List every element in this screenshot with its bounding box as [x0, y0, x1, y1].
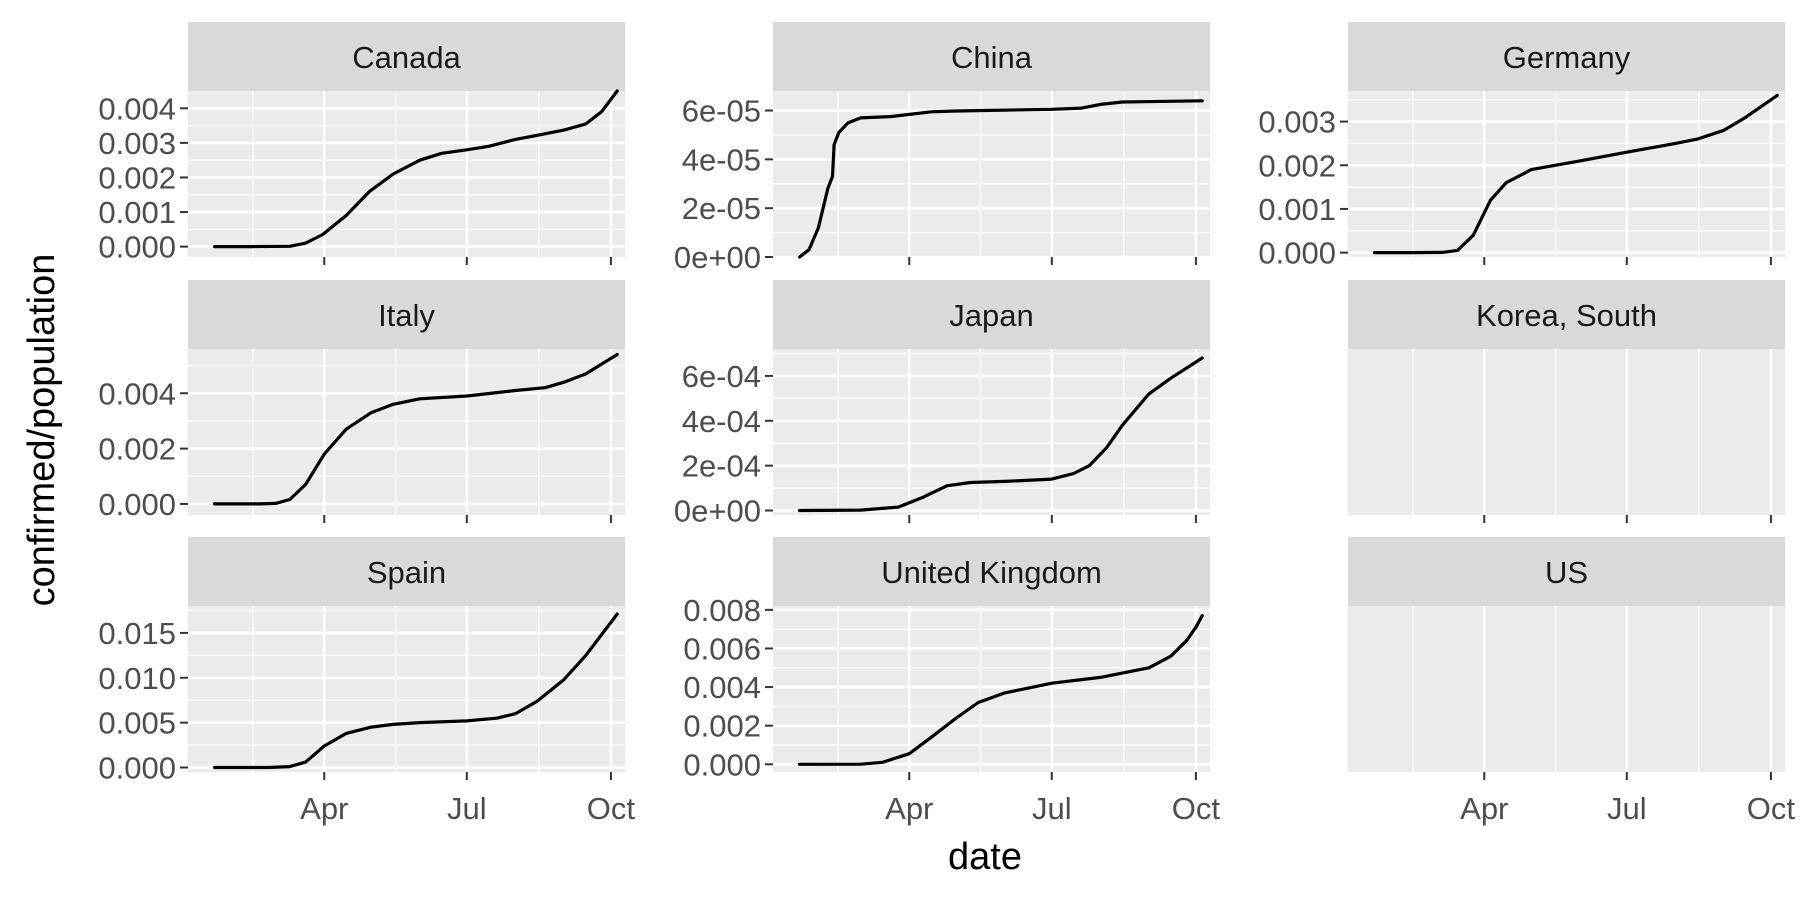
y-tick-label: 0e+00 [674, 494, 761, 529]
y-tick-label: 4e-04 [682, 404, 761, 439]
facet-strip [188, 280, 625, 349]
facet-panel-china: China 0e+00 2e-05 4e-05 6e-05 [674, 22, 1210, 275]
facet-panel-korea-south: Korea, South [1348, 280, 1785, 523]
y-tick-label: 0.004 [98, 91, 176, 126]
series-line-japan [797, 356, 1204, 513]
series-line-china [797, 99, 1204, 259]
y-axis-title: confirmed/population [21, 254, 63, 607]
y-tick-label: 2e-05 [682, 191, 761, 226]
y-tick-label: 6e-05 [682, 94, 761, 129]
facet-strip-label: Italy [378, 298, 435, 333]
facet-strip-label: Germany [1503, 40, 1631, 75]
panel-background [1348, 606, 1785, 772]
facet-strip-label: United Kingdom [881, 555, 1102, 590]
panel-background [1348, 349, 1785, 515]
facet-panel-italy: Italy 0.000 0.002 0.004 [98, 280, 625, 523]
y-tick-label: 0.000 [98, 751, 176, 786]
x-tick-label: Jul [447, 791, 487, 826]
x-tick-label: Apr [300, 791, 348, 826]
panel-background [1348, 91, 1785, 257]
y-tick-label: 4e-05 [682, 142, 761, 177]
series-line-spain [213, 612, 619, 770]
facet-strip-label: Japan [949, 298, 1033, 333]
x-axis-title: date [948, 836, 1022, 878]
y-tick-label: 0.002 [683, 709, 761, 744]
facet-panel-germany: Germany 0.000 0.001 0.002 0.003 [1258, 22, 1785, 271]
facet-panel-spain: Spain 0.000 0.005 0.010 0.015 Apr Jul Oct [98, 537, 635, 826]
y-tick-label: 0e+00 [674, 240, 761, 275]
y-tick-label: 0.002 [98, 160, 176, 195]
y-tick-label: 2e-04 [682, 449, 761, 484]
y-tick-label: 0.002 [1258, 148, 1336, 183]
facet-strip [1348, 22, 1785, 91]
panel-background [188, 349, 625, 515]
facet-strip-label: China [951, 40, 1033, 75]
y-tick-label: 0.010 [98, 661, 176, 696]
y-tick-label: 0.006 [683, 631, 761, 666]
x-tick-label: Oct [1747, 791, 1796, 826]
y-tick-label: 0.000 [98, 230, 176, 265]
y-tick-label: 0.003 [1258, 105, 1336, 140]
facet-strip [773, 280, 1210, 349]
x-tick-label: Jul [1607, 791, 1647, 826]
facet-strip-label: Korea, South [1476, 298, 1657, 333]
y-tick-label: 0.008 [683, 593, 761, 628]
facet-panels: Canada0.0000.0010.0020.0030.004China0e+0… [98, 22, 1795, 826]
y-tick-label: 0.003 [98, 126, 176, 161]
facet-strip-label: Spain [367, 555, 446, 590]
x-tick-label: Oct [587, 791, 636, 826]
facet-strip-label: Canada [352, 40, 461, 75]
facet-panel-japan: Japan 0e+00 2e-04 4e-04 6e-04 [674, 280, 1210, 529]
facet-strip [188, 537, 625, 606]
y-tick-label: 0.000 [683, 747, 761, 782]
x-tick-label: Apr [885, 791, 933, 826]
panel-background [773, 91, 1210, 257]
series-line-germany [1372, 93, 1779, 255]
series-line-united-kingdom [797, 614, 1204, 766]
y-tick-label: 0.002 [98, 432, 176, 467]
y-tick-label: 0.015 [98, 616, 176, 651]
y-tick-label: 0.005 [98, 706, 176, 741]
y-tick-label: 0.000 [98, 487, 176, 522]
x-tick-label: Oct [1172, 791, 1221, 826]
series-line-canada [213, 89, 619, 249]
y-tick-label: 0.001 [1258, 192, 1336, 227]
panel-background [773, 606, 1210, 772]
y-tick-label: 6e-04 [682, 359, 761, 394]
facet-strip [1348, 537, 1785, 606]
y-tick-label: 0.001 [98, 195, 176, 230]
facet-panel-us: US Apr Jul Oct [1348, 537, 1795, 826]
facet-strip [773, 537, 1210, 606]
x-tick-label: Apr [1460, 791, 1508, 826]
facet-strip [188, 22, 625, 91]
y-tick-label: 0.004 [98, 376, 176, 411]
y-tick-label: 0.000 [1258, 236, 1336, 271]
x-tick-label: Jul [1032, 791, 1072, 826]
series-line-italy [213, 352, 619, 506]
facet-strip [1348, 280, 1785, 349]
y-tick-label: 0.004 [683, 670, 761, 705]
facet-strip [773, 22, 1210, 91]
facet-strip-label: US [1545, 555, 1588, 590]
